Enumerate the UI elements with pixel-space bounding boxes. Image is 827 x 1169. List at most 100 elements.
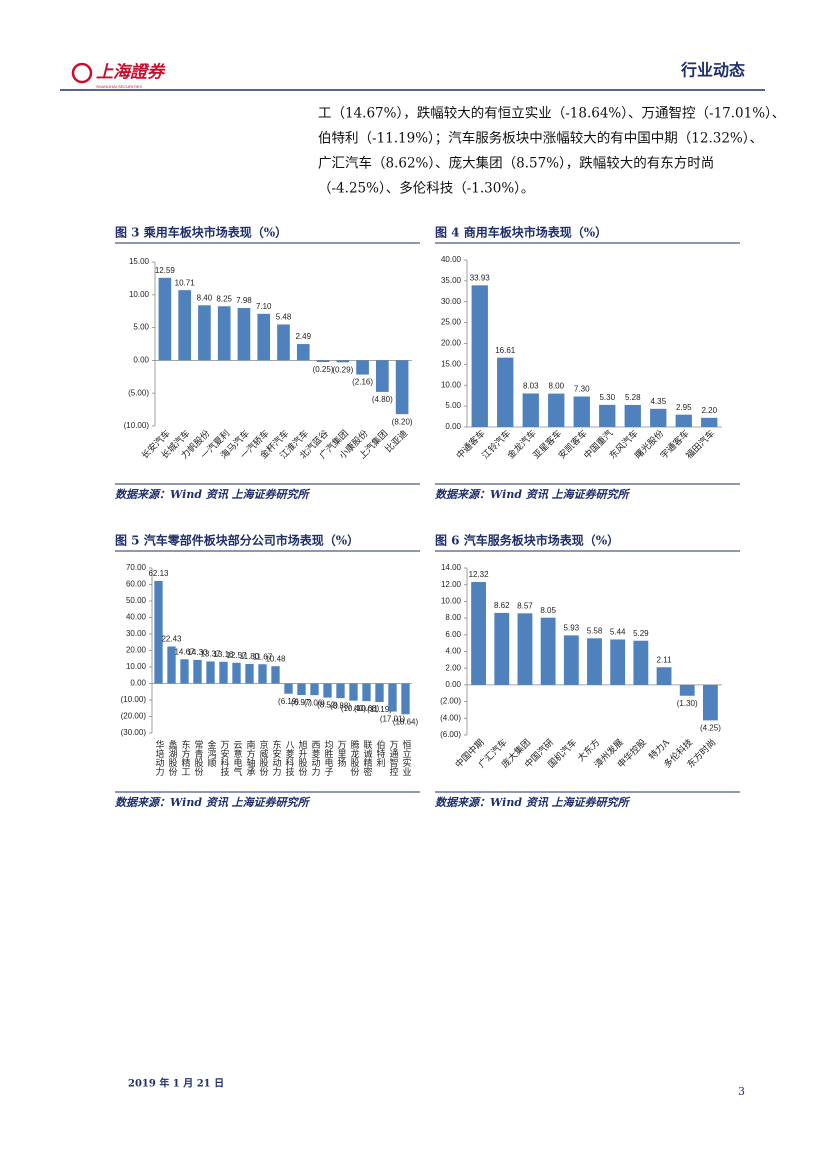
y-tick-label: 0.00 xyxy=(133,356,149,365)
bar xyxy=(316,360,330,363)
category-label: 旭升股份 xyxy=(297,739,308,777)
y-tick-label: 10.00 xyxy=(126,662,147,671)
value-label: 11.67 xyxy=(253,652,273,661)
y-tick-label: 40.00 xyxy=(126,613,147,622)
bar xyxy=(573,396,590,427)
bar xyxy=(388,683,397,712)
value-label: 10.48 xyxy=(265,654,286,663)
value-label: (11.19) xyxy=(367,705,392,714)
category-label: 福田汽车 xyxy=(683,427,717,461)
value-label: (10.40) xyxy=(341,704,367,713)
logo-mark xyxy=(71,62,93,84)
value-label: 33.93 xyxy=(470,273,491,282)
y-tick-label: 40.00 xyxy=(441,255,462,264)
value-label: (0.25) xyxy=(313,365,334,374)
y-tick-label: (2.00) xyxy=(440,697,461,706)
category-label: 东安动力 xyxy=(271,739,282,777)
y-tick-label: 0.00 xyxy=(445,680,461,689)
category-label: 云意电气 xyxy=(232,740,243,776)
chart-source: 数据来源：Wind 资讯 上海证券研究所 xyxy=(435,488,631,501)
y-tick-label: 12.00 xyxy=(441,580,462,589)
bar xyxy=(675,414,692,427)
value-label: (4.25) xyxy=(700,723,721,732)
page-number: 3 xyxy=(738,1085,745,1098)
bar xyxy=(336,683,345,699)
bar xyxy=(471,582,487,685)
value-label: (8.52) xyxy=(317,701,338,710)
bar xyxy=(158,277,172,361)
bar xyxy=(656,667,672,685)
paragraph-line: 工（14.67%），跌幅较大的有恒立实业（-18.64%）、万通智控（-17.0… xyxy=(318,106,785,122)
y-tick-label: (4.00) xyxy=(440,713,461,722)
bar xyxy=(395,360,409,415)
bar xyxy=(237,308,251,361)
bar xyxy=(277,324,290,361)
value-label: 8.40 xyxy=(197,293,213,302)
bar xyxy=(349,683,358,701)
value-label: (8.88) xyxy=(330,701,351,710)
value-label: 5.44 xyxy=(610,628,626,637)
chart-title: 图 4 商用车板块市场表现（%） xyxy=(435,225,607,240)
bar xyxy=(232,662,241,684)
value-label: 14.67 xyxy=(174,647,195,656)
bar xyxy=(154,580,163,684)
y-tick-label: 70.00 xyxy=(126,563,147,572)
bar xyxy=(284,683,293,694)
category-label: 万安科技 xyxy=(219,740,230,777)
chart-title: 图 6 汽车服务板块市场表现（%） xyxy=(435,533,619,548)
y-tick-label: 60.00 xyxy=(126,580,147,589)
value-label: 2.49 xyxy=(295,332,311,341)
chart-source: 数据来源：Wind 资讯 上海证券研究所 xyxy=(115,796,311,809)
y-tick-label: 20.00 xyxy=(441,339,462,348)
value-label: (10.68) xyxy=(354,704,380,713)
value-label: 5.58 xyxy=(587,626,603,635)
y-tick-label: 4.00 xyxy=(445,647,461,656)
bar xyxy=(587,638,602,685)
category-label: 恒立实业 xyxy=(401,739,412,776)
y-tick-label: 6.00 xyxy=(445,630,461,639)
y-tick-label: 5.00 xyxy=(445,401,461,410)
bar xyxy=(356,360,369,375)
bar xyxy=(522,393,539,427)
value-label: 2.20 xyxy=(701,406,717,415)
value-label: 5.29 xyxy=(633,629,649,638)
bar xyxy=(610,639,626,685)
chart-title: 图 3 乘用车板块市场表现（%） xyxy=(115,225,287,240)
value-label: 8.03 xyxy=(523,382,539,391)
category-label: 万通智控 xyxy=(388,740,399,777)
value-label: (6.97) xyxy=(291,698,312,707)
bar xyxy=(633,640,649,685)
y-tick-label: 10.00 xyxy=(441,380,462,389)
value-label: 7.98 xyxy=(236,296,252,305)
chart-source: 数据来源：Wind 资讯 上海证券研究所 xyxy=(435,796,631,809)
y-tick-label: 30.00 xyxy=(441,297,462,306)
value-label: 4.35 xyxy=(650,397,666,406)
y-tick-label: (30.00) xyxy=(121,728,147,737)
value-label: 22.43 xyxy=(161,635,182,644)
bar xyxy=(701,417,718,427)
bar xyxy=(257,313,271,361)
bar xyxy=(206,661,215,684)
value-label: 2.11 xyxy=(657,655,673,664)
logo-subtext: SHANGHAI SECURITIES xyxy=(96,84,142,89)
category-label: 腾龙股份 xyxy=(349,739,360,777)
bar xyxy=(471,285,488,427)
value-label: 7.10 xyxy=(256,302,272,311)
y-tick-label: 0.00 xyxy=(130,679,146,688)
bar xyxy=(679,684,695,696)
bar xyxy=(271,666,280,684)
bar xyxy=(517,613,533,685)
bar xyxy=(217,306,231,361)
value-label: (0.29) xyxy=(332,365,353,374)
bar xyxy=(494,612,510,685)
footer-date: 2019 年 1 月 21 日 xyxy=(128,1077,224,1090)
value-label: (6.19) xyxy=(278,697,299,706)
y-tick-label: 2.00 xyxy=(445,663,461,672)
bar xyxy=(548,393,565,427)
value-label: 5.48 xyxy=(276,313,292,322)
category-label: 伯特利 xyxy=(375,739,386,767)
value-label: 5.28 xyxy=(625,393,641,402)
bar xyxy=(178,290,191,361)
bar xyxy=(167,646,176,684)
